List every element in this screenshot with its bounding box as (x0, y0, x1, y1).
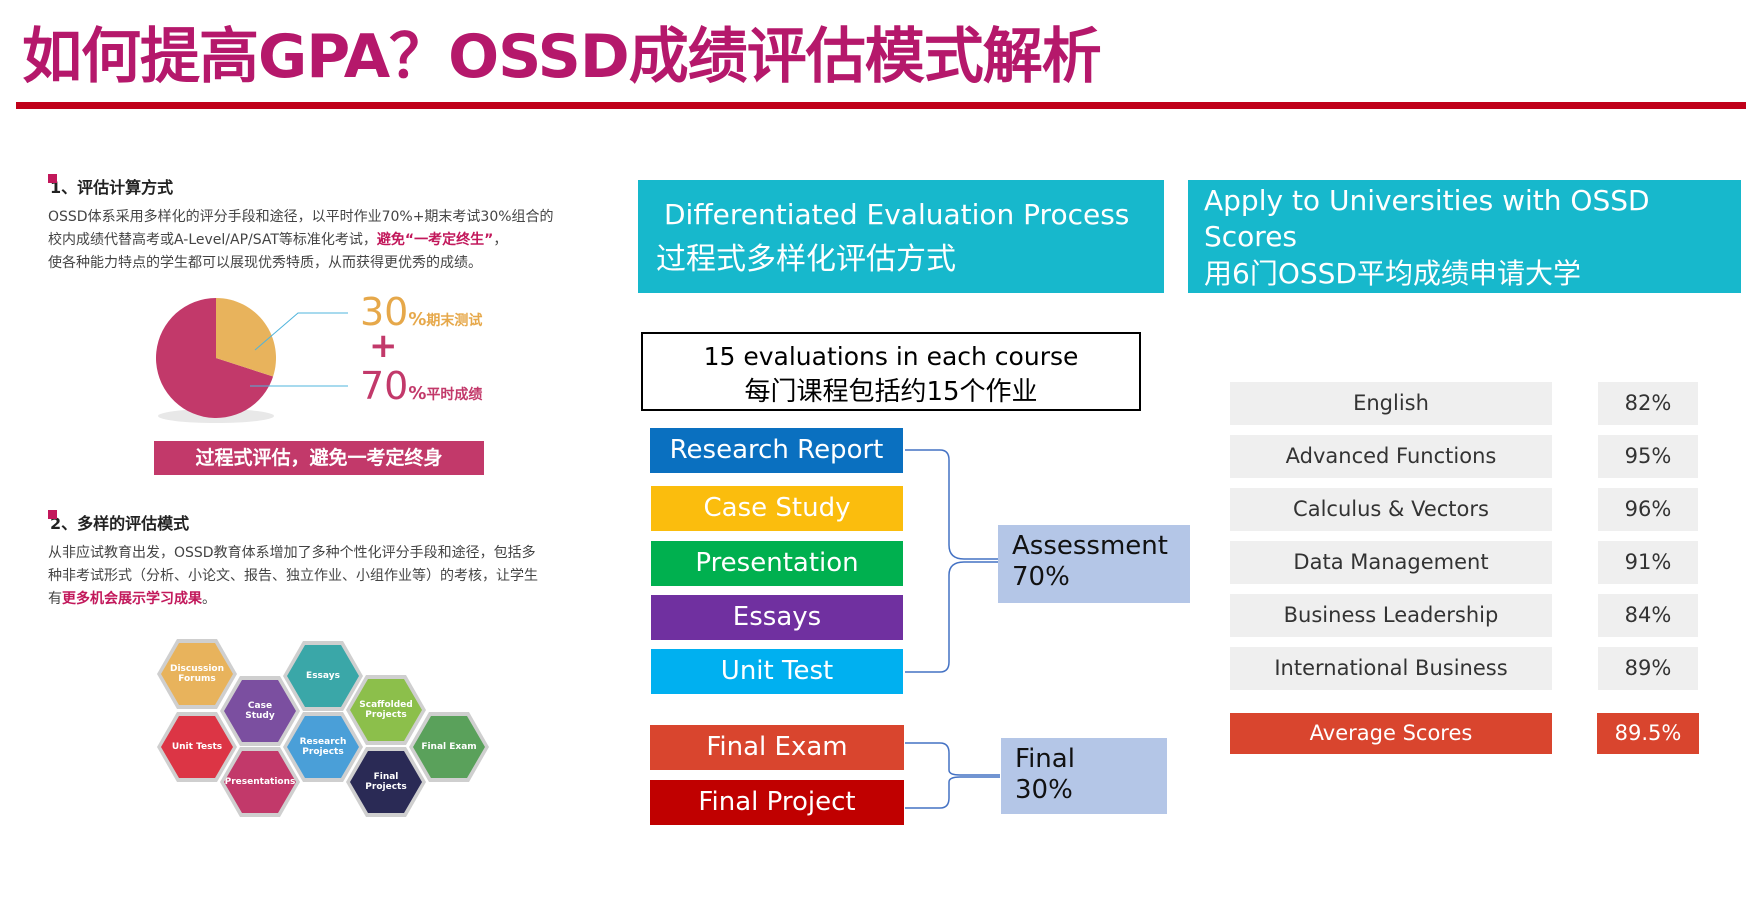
section2-line2: 种非考试形式（分析、小论文、报告、独立作业、小组作业等）的考核，让学生 (48, 568, 538, 584)
subject-name-cell: Data Management (1230, 541, 1552, 584)
right-header-en: Apply to Universities with OSSD Scores (1204, 184, 1650, 253)
section2-line3-punct: 。 (202, 591, 216, 607)
bracket-lines (905, 449, 1000, 809)
section1-heading: 1、评估计算方式 (48, 174, 174, 198)
section1-line2-text: 校内成绩代替高考或A-Level/AP/SAT等标准化考试， (48, 232, 377, 248)
final-percent-label: 30%期末测试 (360, 290, 482, 334)
hexagon-label: Final Projects (350, 751, 422, 813)
final-percent-caption: 期末测试 (426, 313, 483, 329)
section1-line2: 校内成绩代替高考或A-Level/AP/SAT等标准化考试，避免“一考定终生”， (48, 229, 608, 252)
section2-line1: 从非应试教育出发，OSSD教育体系增加了多种个性化评分手段和途径，包括多 (48, 545, 536, 561)
subject-name-cell: Advanced Functions (1230, 435, 1552, 478)
hexagon-label: Research Projects (287, 716, 359, 778)
hexagon: Final Projects (346, 747, 426, 817)
assessment-box: Assessment 70% (998, 525, 1190, 603)
final-item: Final Exam (650, 725, 904, 770)
hexagon: Final Exam (409, 712, 489, 782)
subject-name-cell: International Business (1230, 647, 1552, 690)
subject-score-cell: 91% (1598, 541, 1698, 584)
hexagon-label: Discussion Forums (161, 643, 233, 705)
evaluations-box-cn: 每门课程包括约15个作业 (744, 377, 1038, 407)
pie-chart (156, 298, 348, 423)
subject-name-cell: Business Leadership (1230, 594, 1552, 637)
process-banner: 过程式评估，避免一考定终身 (154, 441, 484, 475)
final-percent-symbol: % (408, 309, 427, 330)
evaluations-box: 15 evaluations in each course 每门课程包括约15个… (641, 332, 1141, 411)
title-divider (16, 102, 1746, 109)
middle-header: Differentiated Evaluation Process 过程式多样化… (638, 180, 1164, 293)
section2-heading: 2、多样的评估模式 (48, 510, 190, 534)
section1-line1: OSSD体系采用多样化的评分手段和途径，以平时作业70%+期末考试30%组合的 (48, 209, 554, 225)
final-bracket-top (905, 742, 1000, 776)
evaluation-item: Presentation (651, 541, 903, 586)
hexagon: Essays (283, 641, 363, 711)
subject-score-cell: 96% (1598, 488, 1698, 531)
hexagon-label: Case Study (224, 680, 296, 742)
middle-header-en: Differentiated Evaluation Process (664, 198, 1130, 231)
hexagon-label: Essays (287, 645, 359, 707)
evaluation-item: Essays (651, 595, 903, 640)
subject-score-cell: 95% (1598, 435, 1698, 478)
section1-line2-punct: ， (493, 232, 508, 248)
hexagon: Discussion Forums (157, 639, 237, 709)
average-score-cell: 89.5% (1597, 713, 1699, 754)
section1-paragraph: OSSD体系采用多样化的评分手段和途径，以平时作业70%+期末考试30%组合的 … (48, 206, 608, 275)
daily-percent-number: 70 (360, 364, 409, 408)
evaluation-item: Unit Test (651, 649, 903, 694)
plus-sign: + (369, 326, 398, 366)
final-percent: 30% (1015, 775, 1073, 805)
average-label-cell: Average Scores (1230, 713, 1552, 754)
section1-heading-text: 1、评估计算方式 (50, 178, 174, 197)
final-bracket-bottom (905, 776, 1000, 809)
assessment-percent: 70% (1012, 562, 1070, 592)
section2-heading-text: 2、多样的评估模式 (50, 514, 190, 533)
daily-percent-symbol: % (408, 383, 427, 404)
evaluation-hexagons: Discussion Forums Essays Case Study Scaffol… (155, 635, 495, 825)
final-item: Final Project (650, 780, 904, 825)
pie-slice-daily (156, 298, 274, 418)
evaluations-box-en: 15 evaluations in each course (703, 342, 1079, 371)
pie-slice-final (216, 298, 276, 377)
final-box: Final 30% (1001, 738, 1167, 814)
section1-highlight: 避免“一考定终生” (376, 232, 494, 248)
section1-line3: 使各种能力特点的学生都可以展现优秀特质，从而获得更优秀的成绩。 (48, 255, 482, 271)
section2-line3-text: 有 (48, 591, 62, 607)
assessment-label: Assessment (1012, 531, 1168, 561)
section-marker-icon (48, 510, 57, 519)
assessment-bracket-top (905, 449, 1000, 560)
final-label: Final (1015, 744, 1075, 774)
subject-score-cell: 82% (1598, 382, 1698, 425)
hexagon: Presentations (220, 747, 300, 817)
middle-header-cn: 过程式多样化评估方式 (656, 242, 956, 277)
assessment-bracket-bottom (905, 561, 1000, 673)
right-header: Apply to Universities with OSSD Scores 用… (1188, 180, 1741, 293)
page-title: 如何提高GPA？OSSD成绩评估模式解析 (22, 22, 1102, 92)
section2-highlight: 更多机会展示学习成果 (62, 591, 202, 607)
hexagon: Unit Tests (157, 712, 237, 782)
subject-score-cell: 84% (1598, 594, 1698, 637)
final-percent-number: 30 (360, 290, 409, 334)
section2-paragraph: 从非应试教育出发，OSSD教育体系增加了多种个性化评分手段和途径，包括多 种非考… (48, 542, 608, 611)
daily-percent-caption: 平时成绩 (426, 387, 483, 403)
hexagon-label: Final Exam (413, 716, 485, 778)
hexagon: Scaffolded Projects (346, 675, 426, 745)
evaluation-item: Case Study (651, 486, 903, 531)
final-leader-line (254, 312, 348, 351)
section-marker-icon (48, 174, 57, 183)
daily-percent-label: 70%平时成绩 (360, 364, 482, 408)
subject-score-cell: 89% (1598, 647, 1698, 690)
subject-name-cell: Calculus & Vectors (1230, 488, 1552, 531)
section2-line3: 有更多机会展示学习成果。 (48, 588, 608, 611)
subject-name-cell: English (1230, 382, 1552, 425)
hexagon-label: Scaffolded Projects (350, 679, 422, 741)
evaluation-item: Research Report (650, 428, 903, 473)
hexagon: Research Projects (283, 712, 363, 782)
hexagon: Case Study (220, 676, 300, 746)
hexagon-label: Unit Tests (161, 716, 233, 778)
hexagon-label: Presentations (224, 751, 296, 813)
right-header-cn: 用6门OSSD平均成绩申请大学 (1204, 257, 1581, 290)
